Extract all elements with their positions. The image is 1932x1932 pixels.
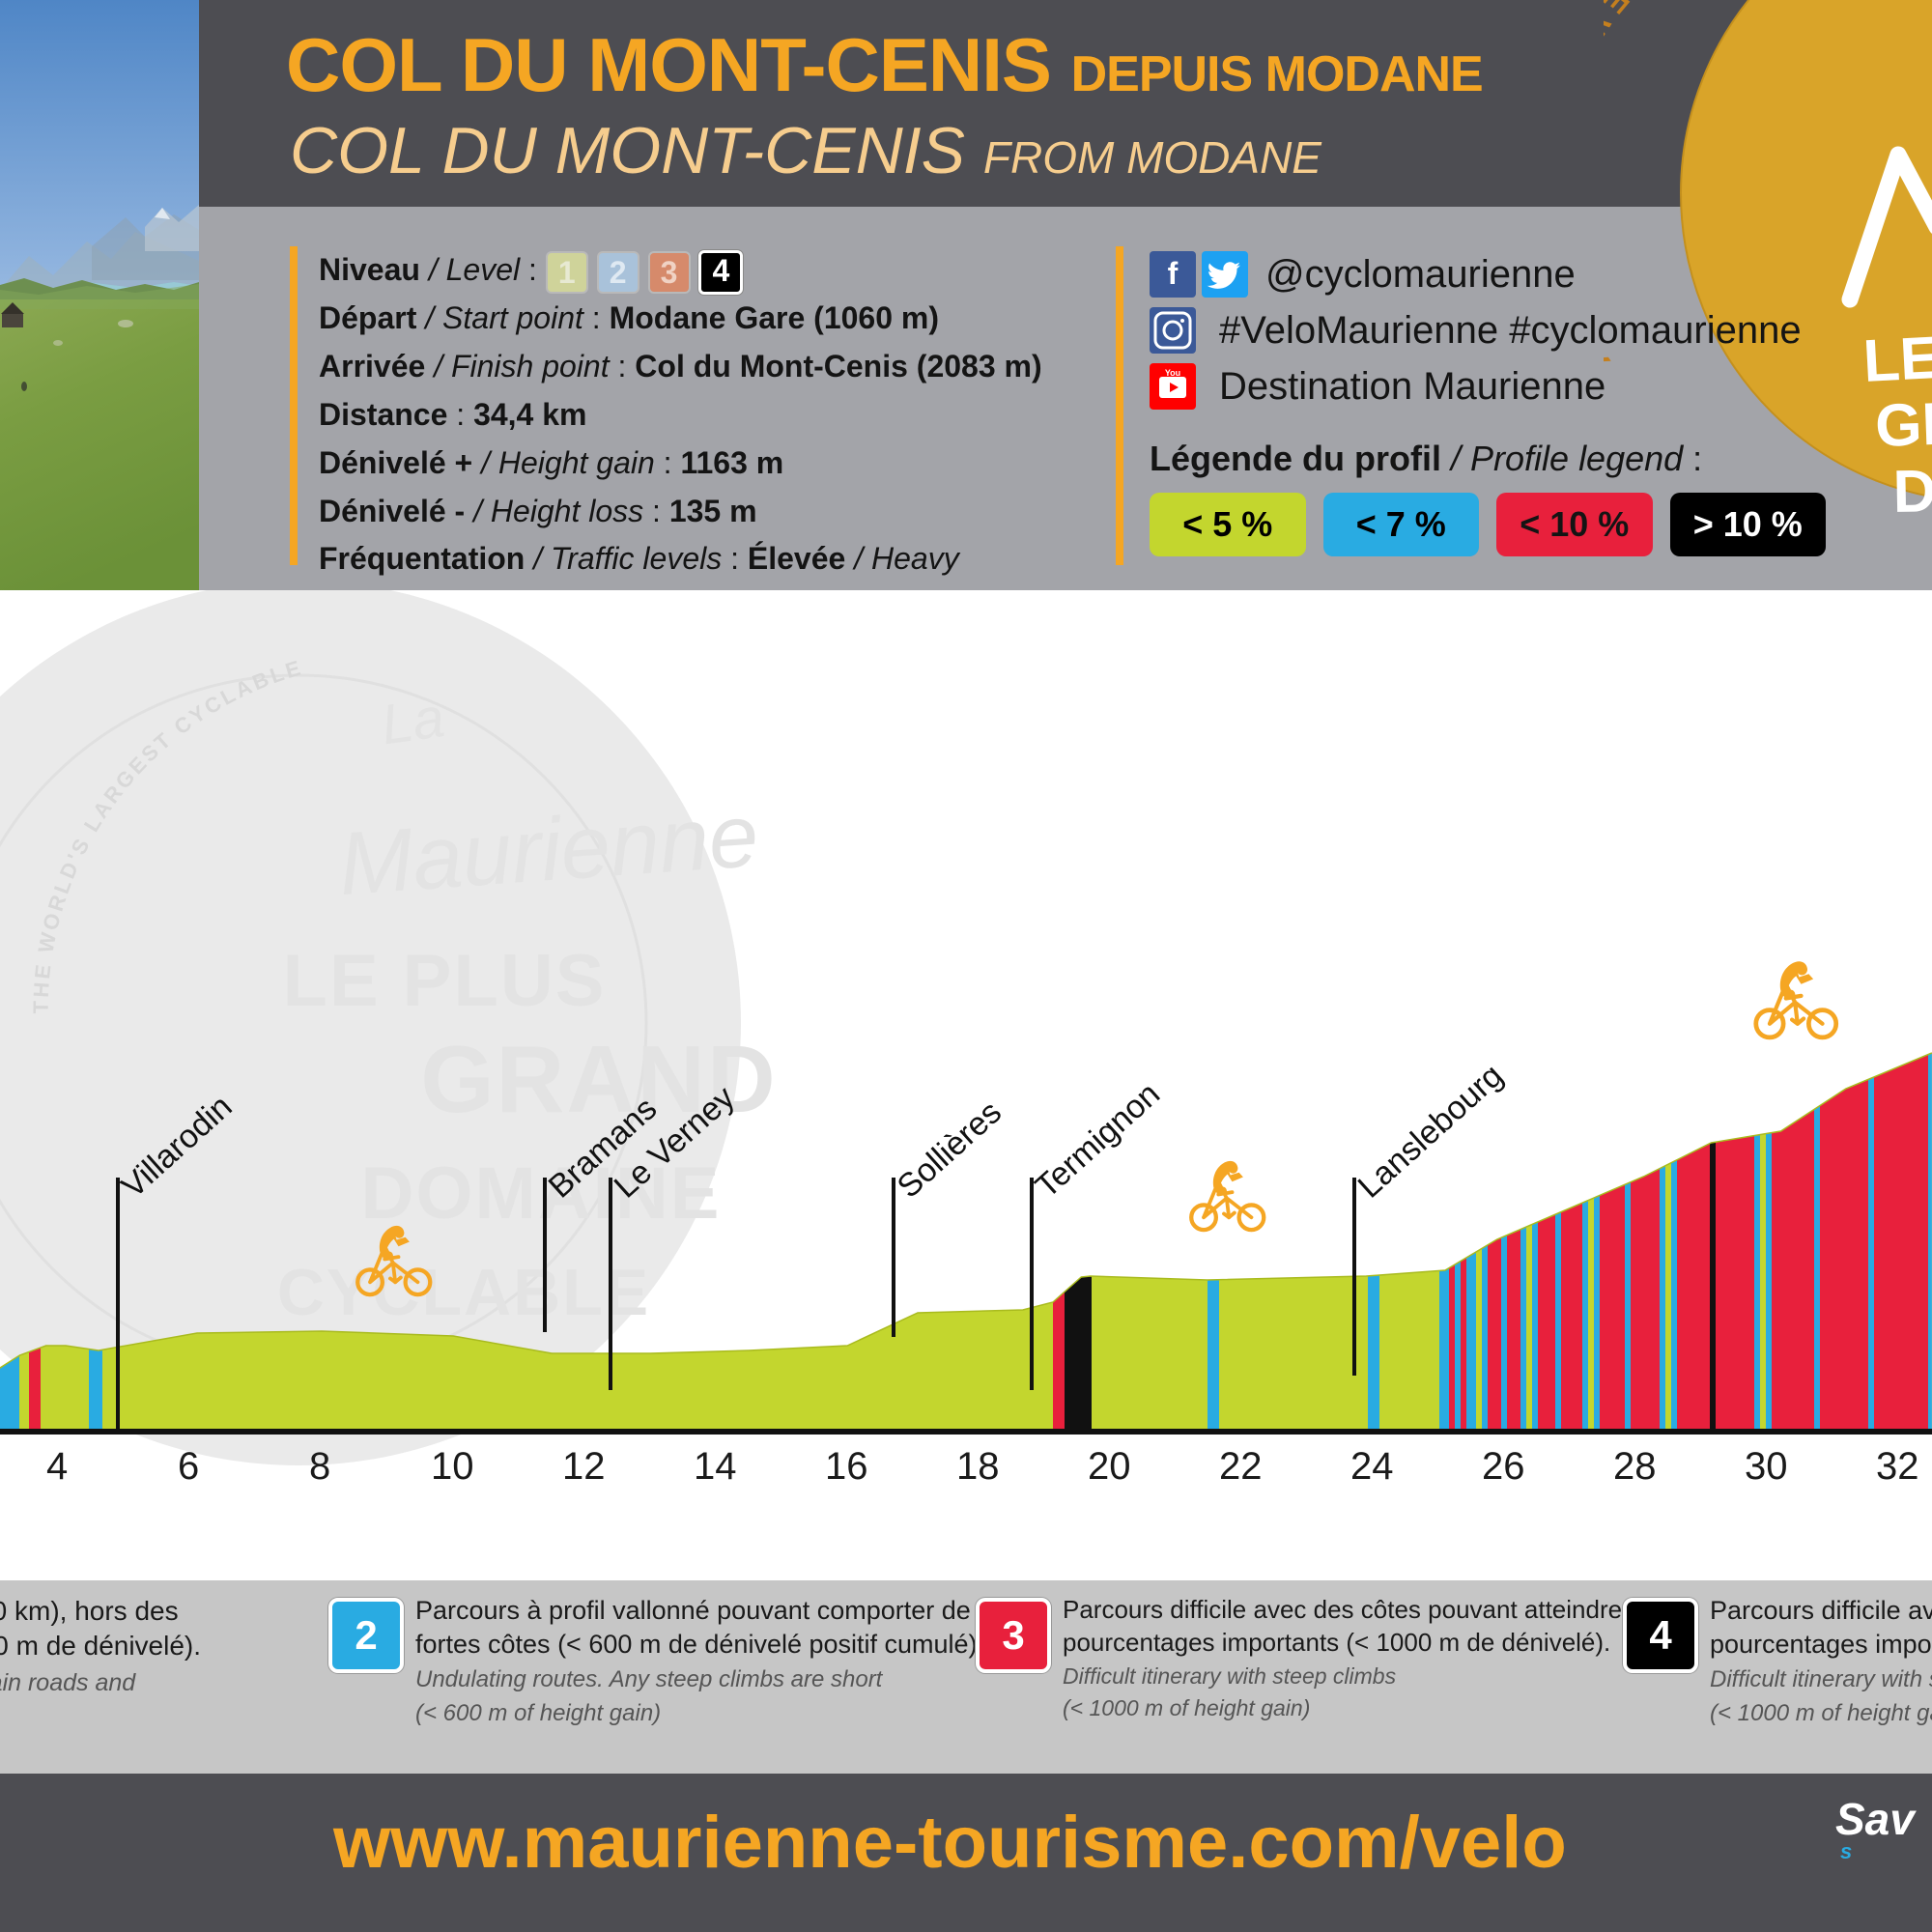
svg-text:f: f: [1168, 256, 1179, 291]
svg-text:You: You: [1165, 368, 1180, 378]
